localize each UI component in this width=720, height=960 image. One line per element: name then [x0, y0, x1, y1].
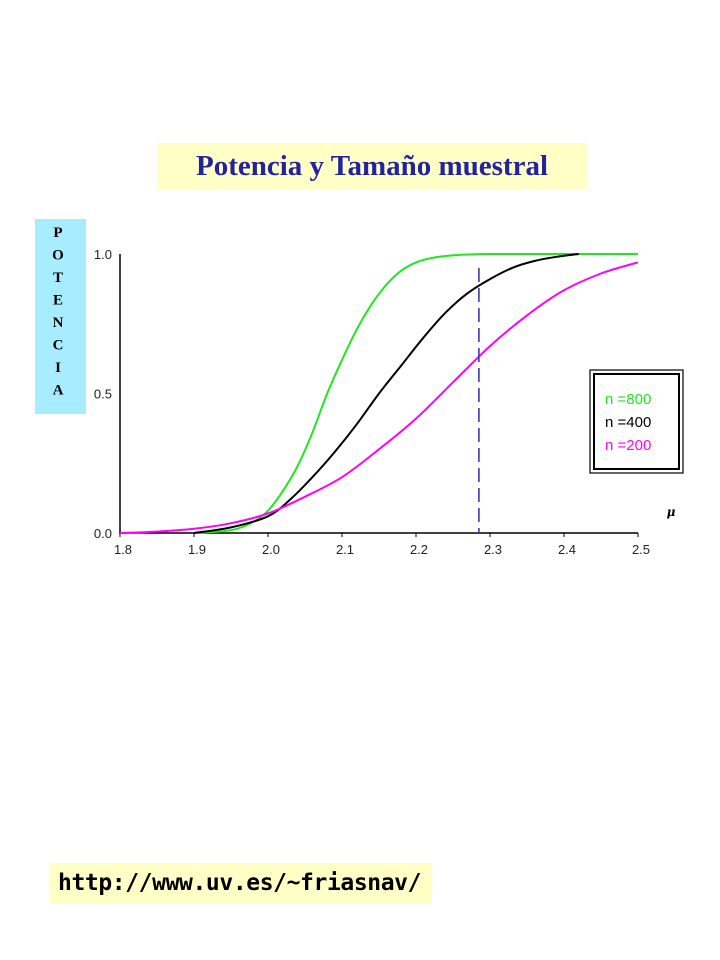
- y-tick-label: 1.0: [94, 247, 112, 262]
- series-line: [119, 261, 639, 534]
- y-axis-label-letter: I: [55, 360, 61, 376]
- y-tick-label: 0.5: [94, 387, 112, 402]
- y-axis-label-letter: O: [52, 248, 64, 264]
- y-tick-label: 0.0: [94, 526, 112, 541]
- x-tick-label: 2.3: [484, 542, 502, 557]
- x-tick-label: 2.1: [336, 542, 354, 557]
- chart-legend: n =800 n =400 n =200: [589, 369, 684, 474]
- y-axis-label-letter: C: [53, 338, 64, 354]
- x-tick-label: 2.5: [632, 542, 650, 557]
- x-tick-label: 2.4: [558, 542, 576, 557]
- power-curve-chart: 1.8 1.9 2.0 2.1 2.2 2.3 2.4 2.5 0.0 0.5 1.0 μ n =80…: [94, 247, 684, 557]
- y-axis-label-letter: A: [53, 383, 64, 399]
- y-axis-label-letter: T: [53, 270, 63, 286]
- legend-entry: n =800: [605, 391, 651, 408]
- series-line: [193, 253, 638, 534]
- x-tick-label: 2.2: [410, 542, 428, 557]
- url-box: http://www.uv.es/~friasnav/: [49, 863, 432, 903]
- url-link[interactable]: http://www.uv.es/~friasnav/: [58, 870, 422, 896]
- legend-entry: n =400: [605, 414, 651, 431]
- chart-axes: 1.8 1.9 2.0 2.1 2.2 2.3 2.4 2.5 0.0 0.5 1.0 μ: [94, 247, 676, 557]
- x-tick-label: 1.8: [114, 542, 132, 557]
- y-axis-label-letter: P: [53, 225, 62, 241]
- x-tick-label: 2.0: [262, 542, 280, 557]
- legend-inner-border: [593, 373, 680, 470]
- chart-title-box: Potencia y Tamaño muestral: [157, 143, 587, 190]
- series-line: [193, 253, 579, 534]
- y-axis-label-letter: N: [53, 315, 64, 331]
- y-axis-label-letter: E: [53, 293, 63, 309]
- x-tick-label: 1.9: [188, 542, 206, 557]
- chart-title: Potencia y Tamaño muestral: [195, 150, 549, 182]
- legend-entry: n =200: [605, 437, 651, 454]
- x-axis-label: μ: [667, 505, 676, 519]
- chart-series: [119, 253, 639, 534]
